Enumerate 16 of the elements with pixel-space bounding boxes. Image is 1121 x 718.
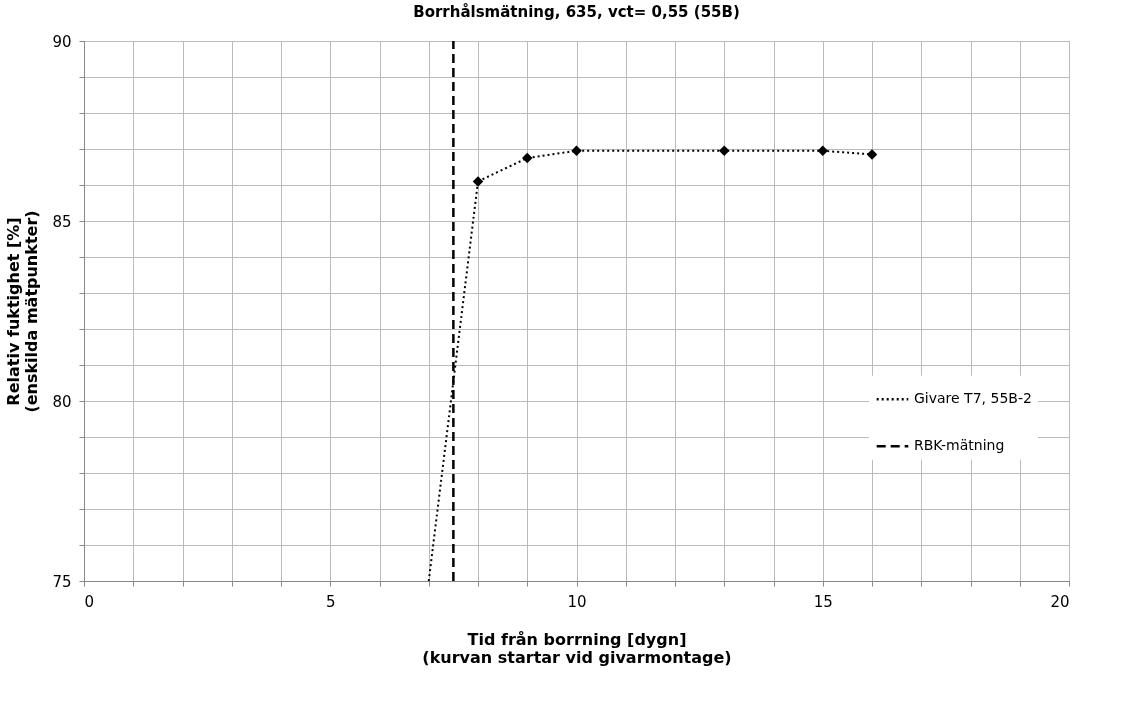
- y-tick-label: 85: [52, 212, 72, 231]
- x-tick-label: 15: [813, 592, 833, 611]
- x-tick-label: 20: [1050, 592, 1070, 611]
- y-tick-label: 75: [52, 572, 72, 591]
- x-axis-title: Tid från borrning [dygn]: [467, 629, 687, 649]
- y-tick-label: 90: [52, 32, 72, 51]
- y-axis-title: Relativ fuktighet [%]: [4, 217, 24, 406]
- text: (enskilda mätpunkter): [22, 210, 42, 413]
- x-tick-label: 5: [325, 592, 336, 611]
- text: (kurvan startar vid givarmontage): [422, 647, 732, 667]
- x-tick-label: 10: [567, 592, 587, 611]
- x-tick-label: 0: [84, 592, 95, 611]
- y-tick-label: 80: [52, 392, 72, 411]
- chart-title: Borrhålsmätning, 635, vct= 0,55 (55B): [413, 3, 740, 21]
- legend-label: Givare T7, 55B-2: [914, 390, 1032, 407]
- legend-label: RBK-mätning: [914, 437, 1005, 454]
